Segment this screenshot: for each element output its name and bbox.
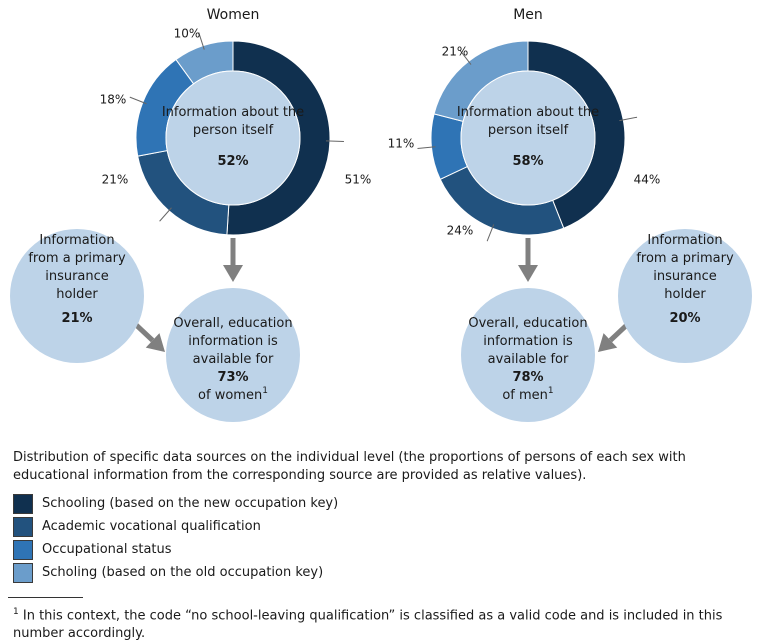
center-label: Information about the person itself [162, 105, 304, 138]
slice-label: 24% [447, 224, 474, 238]
legend-swatch [13, 562, 33, 583]
overall-value: 73% [217, 370, 248, 385]
insurance-label: Information from a primary insurance holder [636, 233, 734, 302]
overall-suffix: of women1 [198, 386, 268, 403]
slice-label: 21% [442, 45, 469, 59]
center-label: Information about the person itself [457, 105, 599, 138]
leader-line [486, 224, 495, 242]
legend-swatch [13, 539, 33, 560]
insurance-arrow-head [145, 333, 165, 352]
chart-svg: Women 51% 21% 18% 10% Information about the pe… [10, 7, 752, 422]
overall-line: 73% [217, 370, 248, 385]
insurance-bubble [10, 229, 144, 363]
center-value: 52% [217, 154, 248, 169]
legend: Schooling (based on the new occupation k… [13, 492, 338, 584]
slice-label: 10% [174, 27, 201, 41]
legend-label: Scholing (based on the old occupation ke… [42, 565, 324, 580]
footnote: 1 In this context, the code “no school-l… [13, 603, 748, 643]
center-value: 58% [512, 154, 543, 169]
legend-item-schooling-old: Scholing (based on the old occupation ke… [13, 561, 338, 584]
overall-line: 78% [512, 370, 543, 385]
insurance-bubble [618, 229, 752, 363]
legend-label: Academic vocational qualification [42, 519, 261, 534]
leader-line [159, 207, 172, 222]
overall-bubble [166, 288, 300, 422]
leader-line [459, 49, 472, 65]
footnote-divider [8, 597, 83, 598]
slice-label: 18% [100, 93, 127, 107]
overall-bubble [461, 288, 595, 422]
legend-label: Occupational status [42, 542, 172, 557]
insurance-label: Information from a primary insurance holder [28, 233, 126, 302]
chart-title: Men [513, 7, 543, 23]
slice-label: 21% [102, 173, 129, 187]
slice-label: 44% [634, 173, 661, 187]
slice-label: 51% [345, 173, 372, 187]
insurance-value: 20% [669, 311, 700, 326]
leader-line [129, 96, 147, 105]
down-arrow-head [518, 265, 538, 282]
overall-suffix: of men1 [502, 386, 553, 403]
overall-value: 78% [512, 370, 543, 385]
center-bubble [460, 70, 596, 206]
leader-line [619, 116, 638, 122]
insurance-arrow-head [598, 333, 618, 352]
insurance-value: 21% [61, 311, 92, 326]
footnote-text: In this context, the code “no school-lea… [13, 608, 723, 642]
down-arrow-head [223, 265, 243, 282]
leader-line [417, 146, 436, 149]
center-bubble [165, 70, 301, 206]
legend-swatch [13, 493, 33, 514]
legend-item-schooling-new: Schooling (based on the new occupation k… [13, 492, 338, 515]
overall-label: Overall, education information is availabl… [173, 316, 292, 367]
legend-label: Schooling (based on the new occupation k… [42, 496, 339, 511]
footnote-marker: 1 [13, 607, 19, 617]
leader-line [325, 140, 344, 142]
leader-line [198, 32, 205, 50]
overall-label: Overall, education information is availabl… [468, 316, 587, 367]
chart-title: Women [207, 7, 260, 23]
slice-label: 11% [388, 137, 415, 151]
legend-item-academic: Academic vocational qualification [13, 515, 338, 538]
legend-item-occupational: Occupational status [13, 538, 338, 561]
legend-swatch [13, 516, 33, 537]
figure-caption: Distribution of specific data sources on… [13, 450, 686, 483]
